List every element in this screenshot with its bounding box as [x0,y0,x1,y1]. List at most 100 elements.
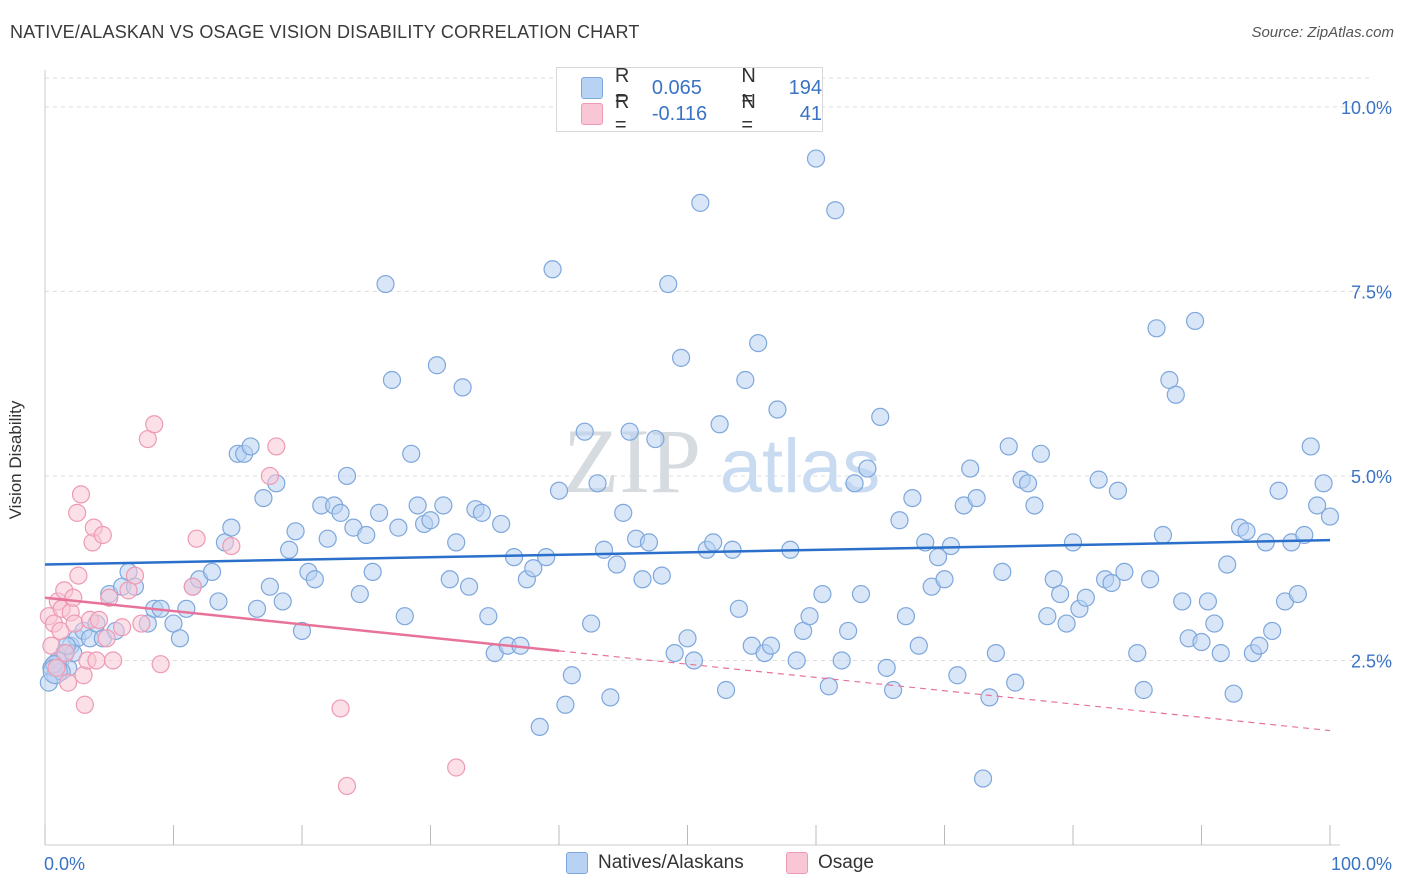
point-natives [472,503,491,522]
point-osage [145,415,164,434]
point-natives [813,584,832,604]
point-natives [1006,673,1025,692]
legend-swatch-natives [566,852,588,874]
point-osage [71,485,91,504]
point-natives [556,695,575,714]
point-natives [639,533,659,552]
point-osage [93,525,112,545]
point-natives [292,621,312,641]
point-natives [318,529,337,548]
point-osage [260,466,279,486]
legend-swatch-osage [786,852,808,874]
point-natives [1185,311,1205,331]
y-tick-label: 7.5% [1351,282,1392,302]
point-natives [961,459,980,478]
point-natives [858,459,877,478]
legend-row-natives: R = 0.065 N = 194 [581,65,822,110]
point-natives [614,503,633,522]
point-natives [247,599,267,618]
point-natives [1211,643,1230,663]
point-osage [187,529,206,548]
point-osage [75,695,94,714]
point-natives [280,540,299,559]
point-natives [222,518,241,537]
point-osage [447,758,466,777]
point-osage [337,776,357,796]
point-natives [819,677,838,696]
point-natives [504,548,524,567]
point-natives [1192,632,1211,652]
point-natives [357,525,376,545]
point-osage [125,566,145,585]
point-natives [1038,607,1057,626]
point-osage [42,636,61,655]
point-natives [1301,437,1320,456]
point-osage [151,655,170,674]
watermark-atlas: atlas [720,424,881,509]
point-osage [47,658,66,677]
point-natives [691,193,710,212]
point-natives [350,584,369,604]
x-tick-label: 100.0% [1331,854,1392,874]
point-natives [1288,584,1307,604]
point-natives [1134,680,1153,700]
point-natives [305,570,324,589]
point-natives [209,592,228,611]
x-tick-label: 0.0% [44,854,85,874]
y-tick-label: 2.5% [1351,651,1392,671]
chart-title: NATIVE/ALASKAN VS OSAGE VISION DISABILIT… [10,22,640,42]
point-natives [749,333,768,353]
point-natives [427,356,447,375]
point-natives [1108,481,1128,500]
point-natives [633,570,652,589]
point-osage [183,577,202,596]
bottom-legend-natives: Natives/Alaskans [566,852,744,874]
point-natives [582,614,601,633]
point-natives [716,680,736,700]
point-natives [170,629,190,648]
point-natives [1218,555,1237,574]
point-natives [1057,614,1076,633]
source-credit: Source: ZipAtlas.com [1251,24,1394,41]
point-natives [1205,614,1224,633]
point-natives [241,437,260,456]
point-natives [537,548,556,567]
point-natives [1250,636,1269,655]
point-natives [1224,684,1243,703]
gridlines [45,77,1370,661]
y-tick-label: 5.0% [1351,467,1392,487]
point-natives [395,607,414,626]
point-osage [56,643,75,663]
point-osage [59,673,78,692]
point-natives [871,407,890,427]
point-natives [177,599,196,618]
point-osage [89,610,109,629]
point-natives [1320,507,1340,526]
point-natives [980,688,999,707]
point-natives [671,348,691,367]
point-natives [1198,592,1218,611]
point-natives [826,201,845,220]
point-natives [549,481,569,500]
point-osage [97,629,116,648]
point-natives [993,562,1012,582]
legend-label-osage: Osage [818,852,874,873]
point-natives [678,629,697,648]
legend-r-label: R = [614,65,630,110]
point-natives [620,422,639,441]
series-osage-points [39,415,466,796]
legend-n-label: N = [741,65,756,110]
bottom-legend-osage: Osage [786,852,874,874]
point-natives [363,562,382,582]
trend-line-natives [44,538,1331,566]
point-natives [1115,562,1134,582]
point-natives [1063,533,1083,552]
point-natives [736,370,755,390]
point-osage [87,651,106,670]
point-osage [65,614,84,633]
point-natives [440,570,459,589]
point-natives [273,592,292,611]
point-natives [1140,570,1160,589]
point-natives [909,636,928,655]
